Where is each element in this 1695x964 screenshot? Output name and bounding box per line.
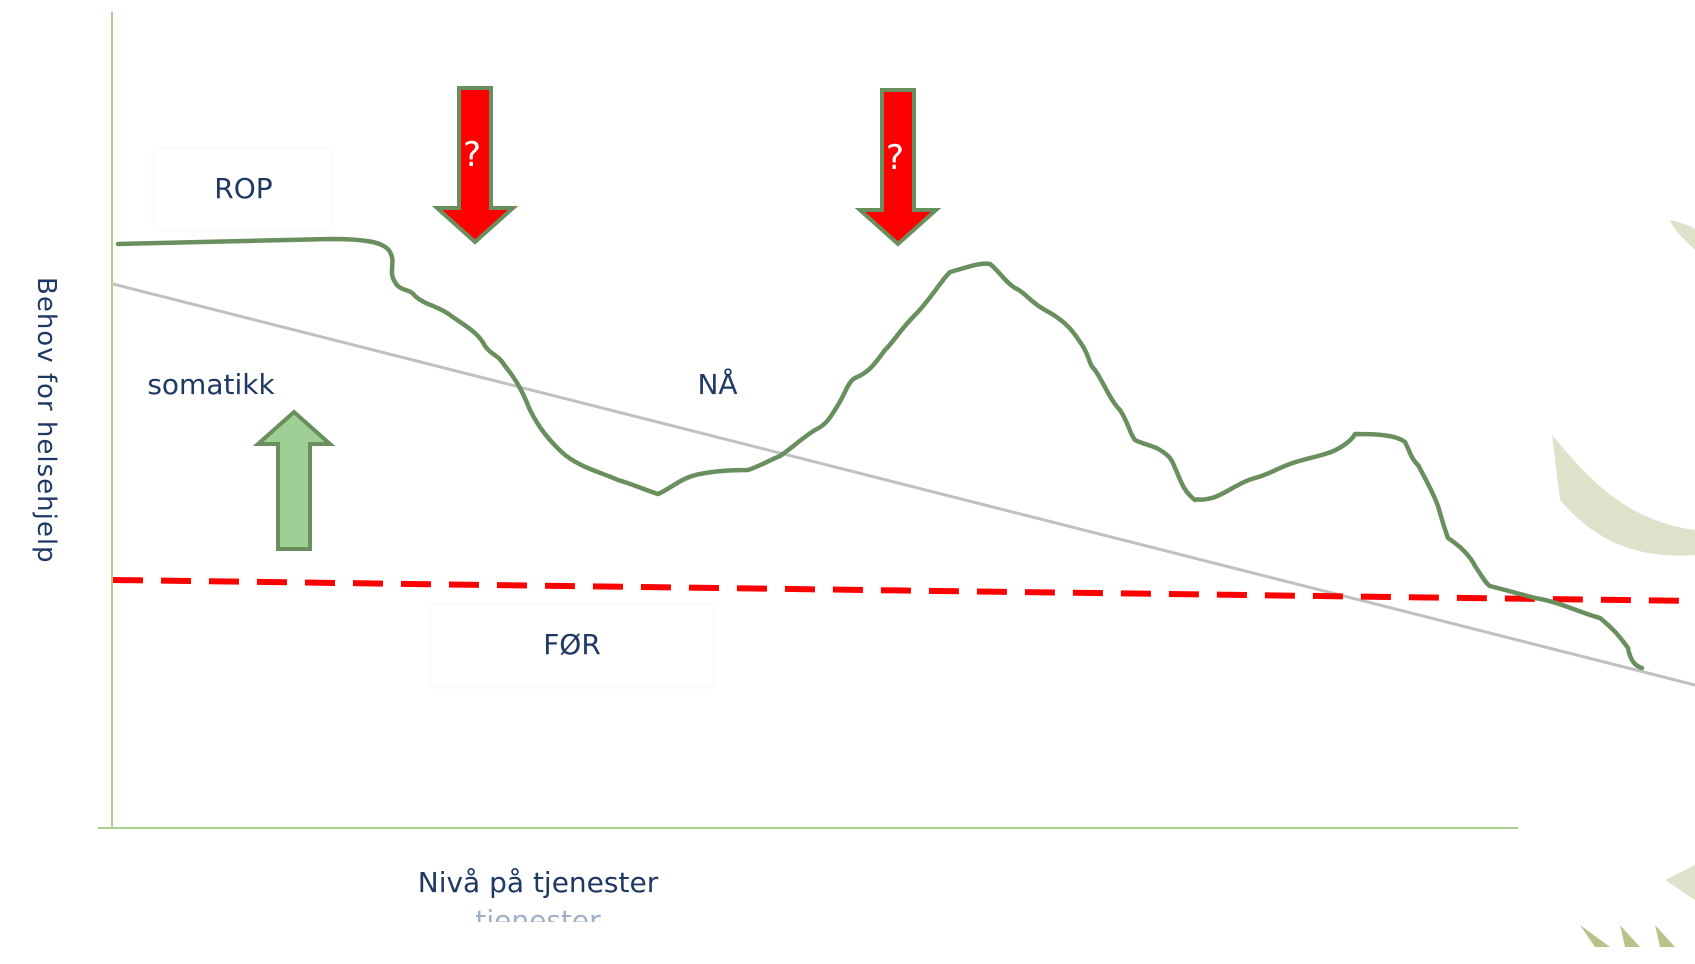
x-axis-label-ghost: tjenester <box>475 904 601 922</box>
label-rop: ROP <box>156 150 331 228</box>
x-axis-label: Nivå på tjenester tjenester <box>398 860 678 964</box>
y-axis-label: Behov for helsehjelp <box>31 276 61 564</box>
question-mark-left: ? <box>463 135 482 175</box>
label-somatikk: somatikk <box>147 368 275 401</box>
arrow-up-icon <box>252 409 336 551</box>
threshold-line <box>112 577 1695 604</box>
label-na: NÅ <box>697 368 738 401</box>
label-for: FØR <box>432 605 712 685</box>
question-mark-right: ? <box>886 138 905 178</box>
arrow-down-icon <box>431 86 519 245</box>
x-axis-label-text: Nivå på tjenester <box>417 866 659 899</box>
arrow-down-icon <box>854 88 942 247</box>
leaf-logo-icon <box>1552 220 1695 947</box>
need-curve <box>115 236 1645 671</box>
trend-line <box>112 282 1695 687</box>
